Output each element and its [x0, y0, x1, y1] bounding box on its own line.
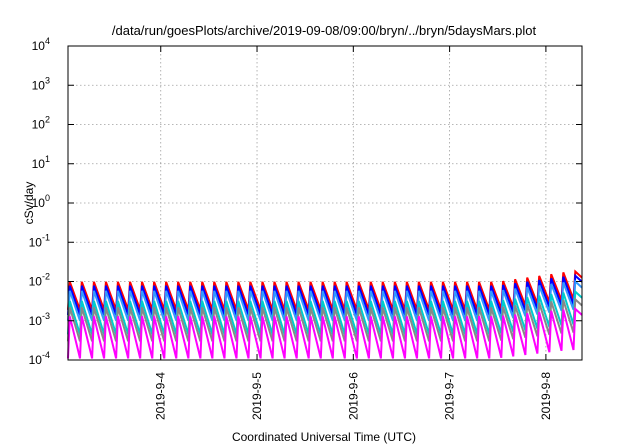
x-axis: 2019-9-4 2019-9-5 2019-9-6 2019-9-7 2019-9-8 [154, 46, 553, 420]
plot-area [67, 269, 583, 359]
y-tick-label: 101 [32, 154, 50, 171]
x-tick-label: 2019-9-5 [250, 372, 264, 420]
x-tick-label: 2019-9-6 [346, 372, 360, 420]
y-tick-label: 10-3 [29, 311, 50, 328]
x-tick-label: 2019-9-8 [539, 372, 553, 420]
y-tick-label: 10-4 [29, 350, 50, 367]
series-line-6 [67, 306, 583, 359]
grid [68, 46, 582, 360]
y-tick-label: 103 [32, 75, 50, 92]
x-tick-label: 2019-9-4 [154, 372, 168, 420]
x-tick-label: 2019-9-7 [443, 372, 457, 420]
x-axis-label: Coordinated Universal Time (UTC) [232, 430, 416, 444]
y-tick-label: 10-2 [29, 272, 50, 289]
chart-title: /data/run/goesPlots/archive/2019-09-08/0… [112, 23, 537, 38]
y-tick-label: 10-1 [29, 232, 50, 249]
y-tick-label: 102 [32, 115, 50, 132]
y-axis-label: cSv/day [22, 182, 36, 225]
y-tick-label: 104 [32, 36, 50, 53]
